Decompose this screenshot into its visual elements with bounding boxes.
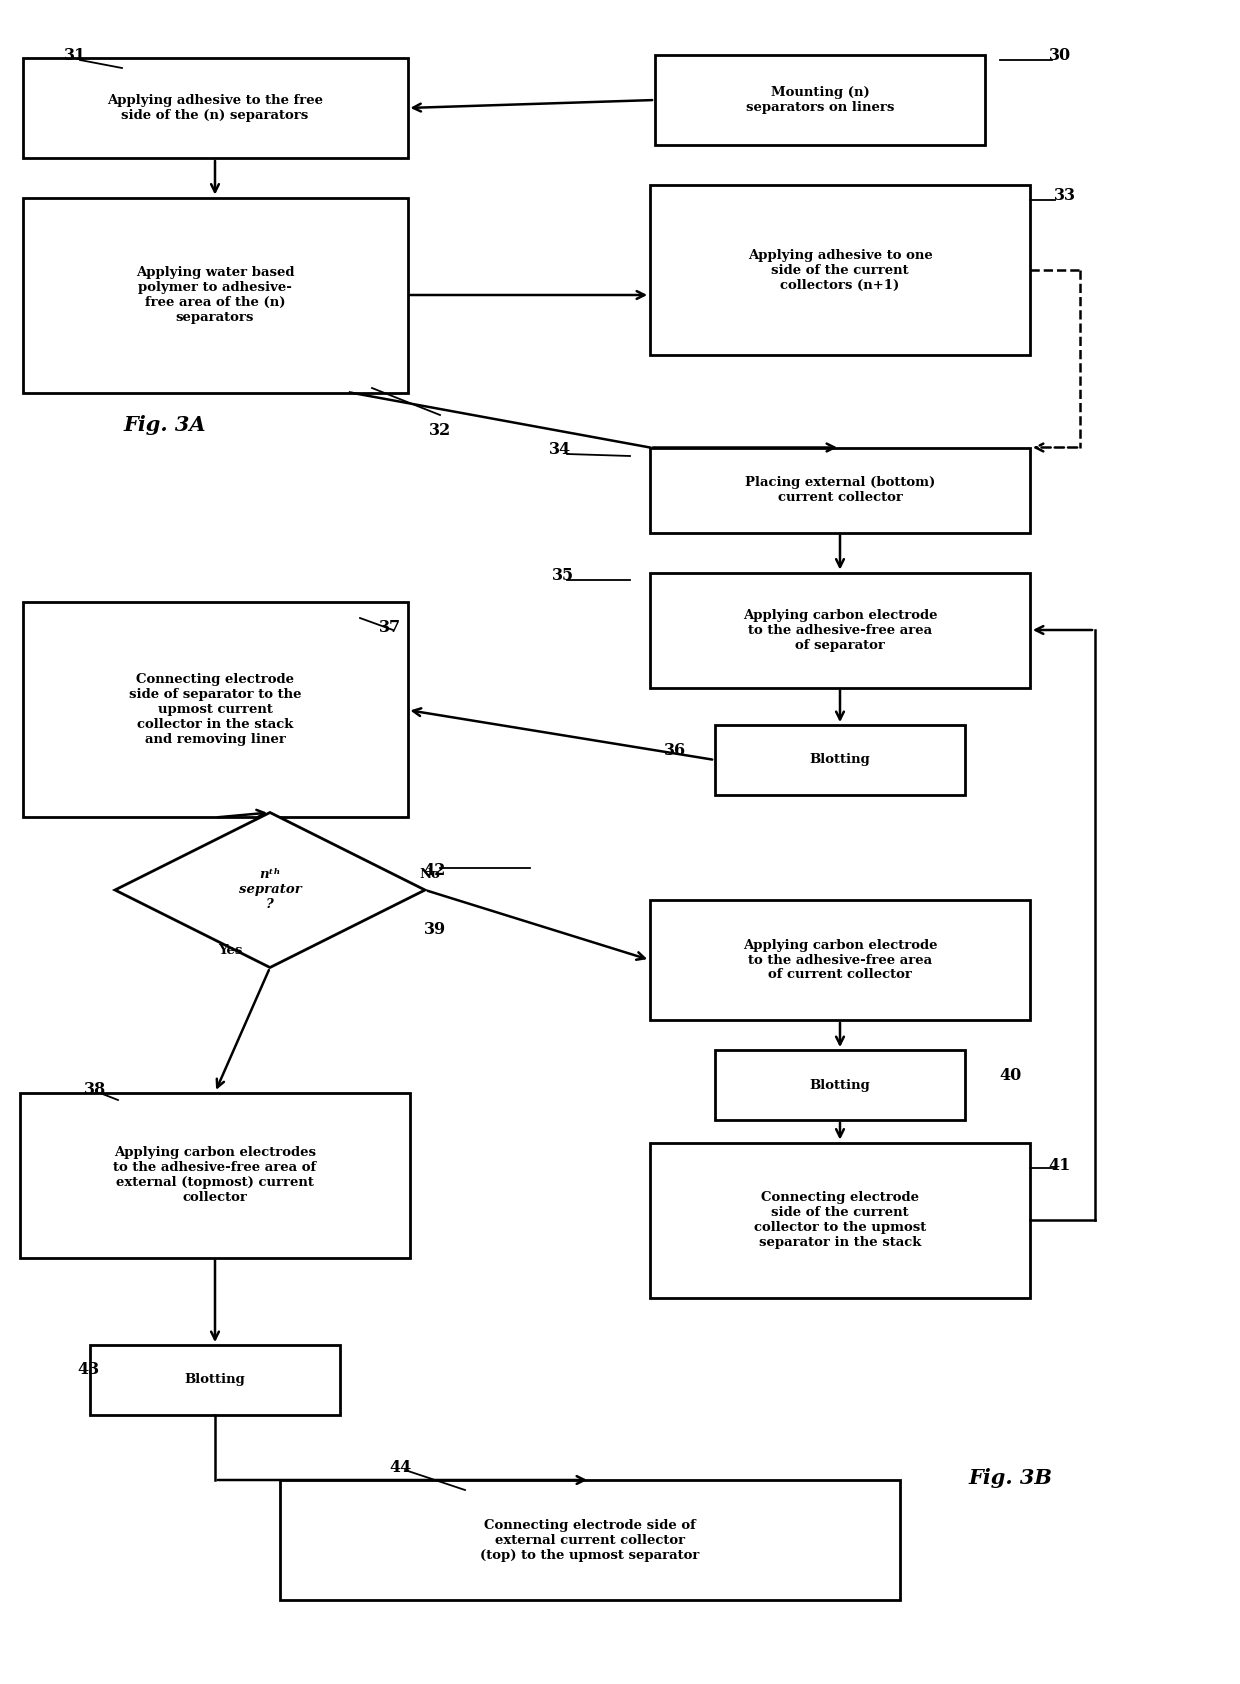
Text: Applying carbon electrode
to the adhesive-free area
of current collector: Applying carbon electrode to the adhesiv… [743, 938, 937, 982]
Text: Connecting electrode
side of separator to the
upmost current
collector in the st: Connecting electrode side of separator t… [129, 674, 301, 746]
FancyBboxPatch shape [715, 726, 965, 795]
FancyBboxPatch shape [91, 1346, 340, 1415]
FancyBboxPatch shape [650, 899, 1030, 1021]
Text: Applying adhesive to one
side of the current
collectors (n+1): Applying adhesive to one side of the cur… [748, 249, 932, 291]
Text: 38: 38 [84, 1081, 107, 1098]
FancyBboxPatch shape [280, 1480, 900, 1600]
Text: 33: 33 [1054, 187, 1076, 204]
FancyBboxPatch shape [650, 185, 1030, 355]
Text: Blotting: Blotting [810, 753, 870, 766]
FancyBboxPatch shape [22, 57, 408, 158]
Text: 37: 37 [379, 620, 401, 637]
Text: Mounting (n)
separators on liners: Mounting (n) separators on liners [745, 86, 894, 115]
FancyBboxPatch shape [715, 1051, 965, 1120]
Text: Applying carbon electrodes
to the adhesive-free area of
external (topmost) curre: Applying carbon electrodes to the adhesi… [113, 1147, 316, 1204]
Text: 40: 40 [999, 1066, 1021, 1083]
Text: Applying water based
polymer to adhesive-
free area of the (n)
separators: Applying water based polymer to adhesive… [135, 266, 294, 323]
Text: Blotting: Blotting [810, 1078, 870, 1091]
Text: 31: 31 [64, 47, 86, 64]
Text: Applying carbon electrode
to the adhesive-free area
of separator: Applying carbon electrode to the adhesiv… [743, 608, 937, 652]
FancyBboxPatch shape [650, 573, 1030, 687]
Text: 34: 34 [549, 441, 572, 458]
Text: 39: 39 [424, 921, 446, 938]
Text: Placing external (bottom)
current collector: Placing external (bottom) current collec… [745, 477, 935, 504]
FancyBboxPatch shape [22, 197, 408, 392]
Text: Applying adhesive to the free
side of the (n) separators: Applying adhesive to the free side of th… [107, 94, 322, 121]
Text: Connecting electrode side of
external current collector
(top) to the upmost sepa: Connecting electrode side of external cu… [480, 1519, 699, 1561]
Polygon shape [115, 812, 425, 968]
Text: 42: 42 [424, 862, 446, 879]
FancyBboxPatch shape [22, 603, 408, 817]
Text: Connecting electrode
side of the current
collector to the upmost
separator in th: Connecting electrode side of the current… [754, 1191, 926, 1250]
Text: 35: 35 [552, 568, 574, 584]
FancyBboxPatch shape [650, 448, 1030, 532]
Text: 41: 41 [1049, 1157, 1071, 1174]
Text: Blotting: Blotting [185, 1374, 246, 1386]
Text: No: No [419, 869, 440, 881]
FancyBboxPatch shape [650, 1142, 1030, 1297]
Text: 30: 30 [1049, 47, 1071, 64]
Text: Fig. 3B: Fig. 3B [968, 1468, 1052, 1489]
Text: 44: 44 [389, 1460, 412, 1477]
FancyBboxPatch shape [20, 1093, 410, 1258]
Text: Yes: Yes [218, 943, 242, 957]
Text: 43: 43 [77, 1361, 99, 1379]
Text: nᵗʰ
seprator
?: nᵗʰ seprator ? [238, 869, 301, 911]
FancyBboxPatch shape [655, 56, 985, 145]
Text: 36: 36 [663, 741, 686, 758]
Text: Fig. 3A: Fig. 3A [124, 414, 206, 434]
Text: 32: 32 [429, 421, 451, 438]
